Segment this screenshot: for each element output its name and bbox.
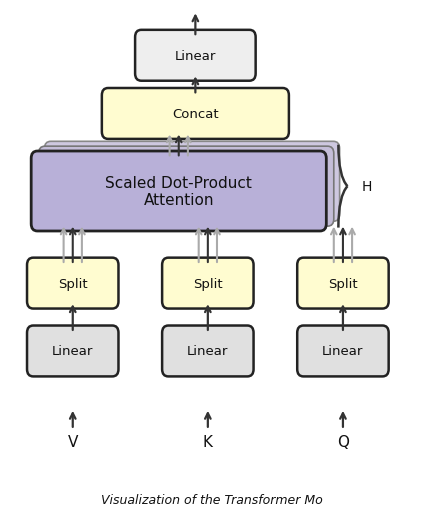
FancyBboxPatch shape bbox=[297, 326, 389, 377]
Text: Linear: Linear bbox=[52, 345, 93, 358]
Text: Split: Split bbox=[328, 277, 358, 290]
FancyBboxPatch shape bbox=[102, 89, 289, 139]
Text: K: K bbox=[203, 435, 213, 449]
FancyBboxPatch shape bbox=[135, 31, 256, 81]
FancyBboxPatch shape bbox=[27, 326, 118, 377]
FancyBboxPatch shape bbox=[31, 152, 326, 232]
FancyBboxPatch shape bbox=[45, 142, 340, 222]
FancyBboxPatch shape bbox=[39, 147, 334, 227]
Text: Split: Split bbox=[58, 277, 88, 290]
Text: H: H bbox=[361, 180, 371, 194]
Text: Linear: Linear bbox=[322, 345, 364, 358]
FancyBboxPatch shape bbox=[27, 258, 118, 309]
Text: Linear: Linear bbox=[175, 50, 216, 63]
FancyBboxPatch shape bbox=[297, 258, 389, 309]
Text: Q: Q bbox=[337, 435, 349, 449]
FancyBboxPatch shape bbox=[162, 326, 254, 377]
Text: V: V bbox=[67, 435, 78, 449]
Text: Visualization of the Transformer Mo: Visualization of the Transformer Mo bbox=[101, 493, 323, 506]
Text: Split: Split bbox=[193, 277, 223, 290]
Text: Scaled Dot-Product
Attention: Scaled Dot-Product Attention bbox=[105, 176, 252, 208]
Text: Linear: Linear bbox=[187, 345, 229, 358]
FancyBboxPatch shape bbox=[162, 258, 254, 309]
Text: Concat: Concat bbox=[172, 108, 219, 121]
